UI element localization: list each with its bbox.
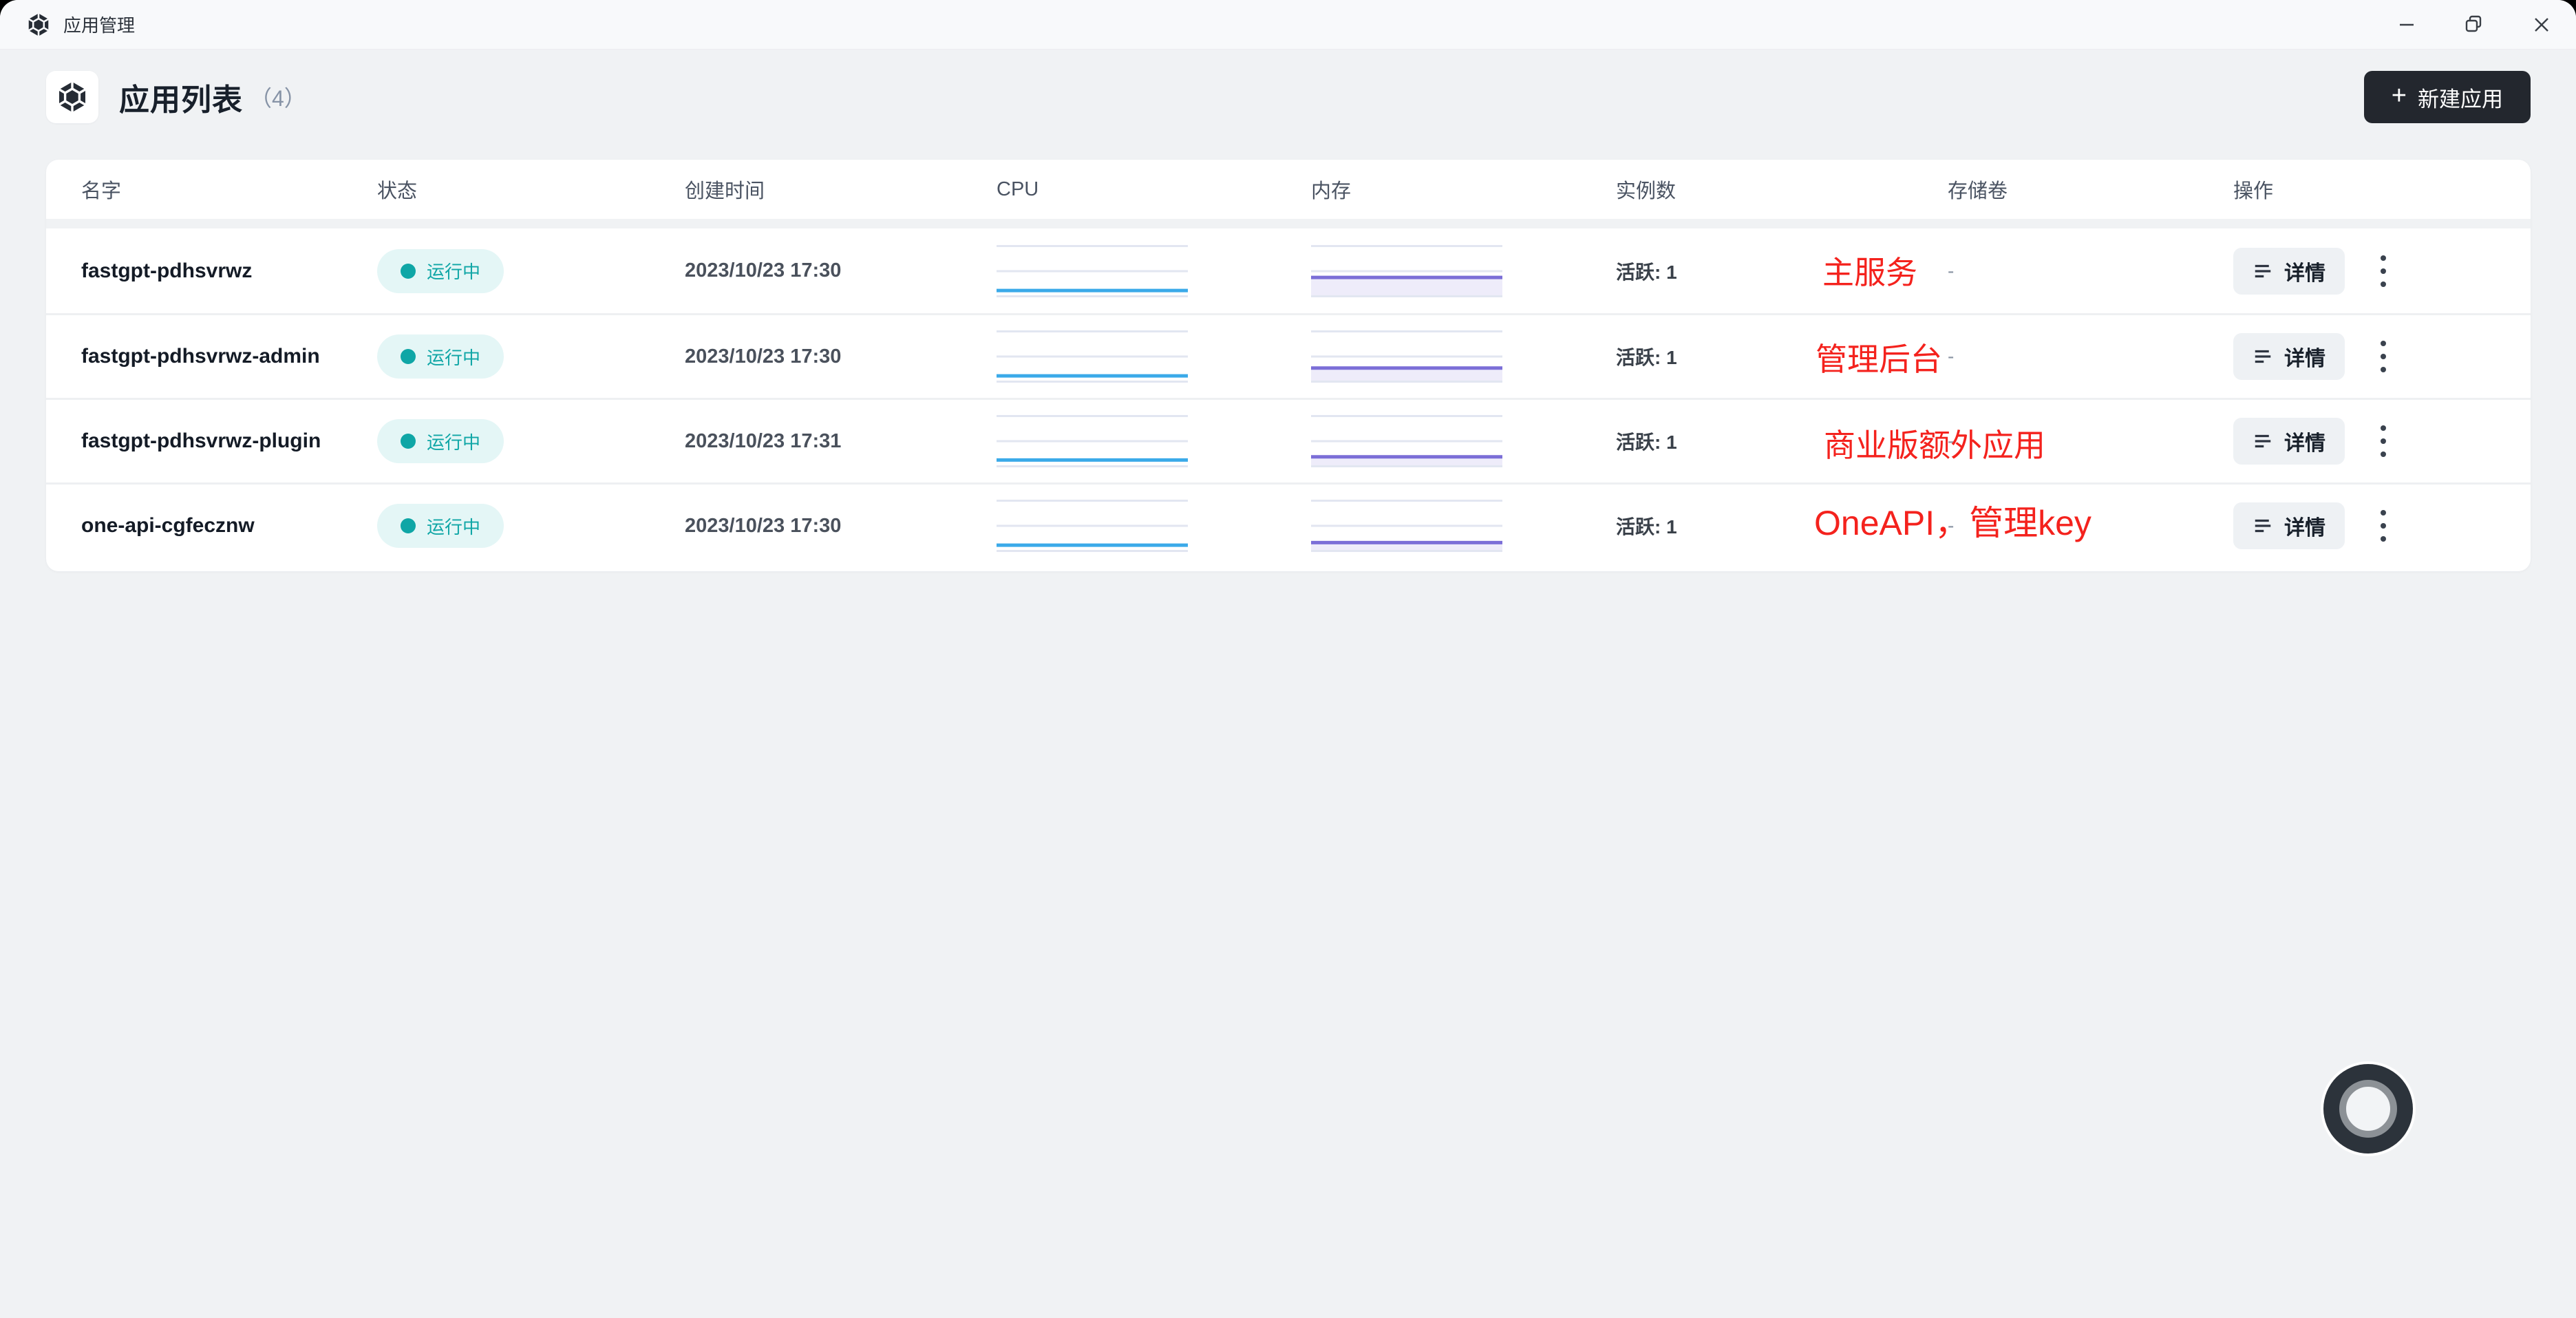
app-count: （4） <box>250 86 306 111</box>
table-row: fastgpt-pdhsvrwz 运行中 2023/10/23 17:30 活跃… <box>46 228 2531 313</box>
status-label: 运行中 <box>427 516 481 538</box>
table-row: one-api-cgfecznw 运行中 2023/10/23 17:30 活跃… <box>46 482 2531 567</box>
col-header-name: 名字 <box>81 180 122 202</box>
minimize-button[interactable] <box>2392 10 2422 40</box>
instances-count: 活跃: 1 <box>1616 261 1677 283</box>
storage-volume-value: - <box>1948 515 1955 536</box>
instances-count: 活跃: 1 <box>1616 432 1677 453</box>
col-header-storage: 存储卷 <box>1948 180 2008 202</box>
detail-button-label: 详情 <box>2284 517 2325 540</box>
window-title: 应用管理 <box>63 15 136 36</box>
page-title: 应用列表 <box>119 83 243 117</box>
status-label: 运行中 <box>427 432 481 453</box>
kebab-menu-button[interactable] <box>2374 503 2393 549</box>
status-dot-icon <box>401 263 416 279</box>
detail-button[interactable]: 详情 <box>2233 418 2345 465</box>
detail-lines-icon <box>2255 434 2271 448</box>
created-time: 2023/10/23 17:31 <box>685 429 842 452</box>
annotation-admin-backend: 管理后台 <box>1816 341 1942 377</box>
kebab-menu-button[interactable] <box>2374 418 2393 464</box>
col-header-actions: 操作 <box>2233 180 2274 202</box>
detail-button-label: 详情 <box>2284 262 2325 285</box>
app-list-gem-icon <box>46 71 98 123</box>
detail-button[interactable]: 详情 <box>2233 333 2345 380</box>
app-table: 名字 状态 创建时间 CPU 内存 实例数 存储卷 操作 fastgpt-pdh… <box>46 160 2531 571</box>
app-logo-gem-icon <box>26 12 51 37</box>
kebab-menu-button[interactable] <box>2374 248 2393 294</box>
page-header: 应用列表 （4） + 新建应用 <box>46 71 2531 123</box>
status-dot-icon <box>401 434 416 449</box>
app-name: fastgpt-pdhsvrwz-plugin <box>81 429 321 452</box>
window-controls <box>2392 10 2557 40</box>
cpu-sparkline-chart <box>997 244 1188 297</box>
memory-sparkline-chart <box>1311 500 1502 552</box>
col-header-created: 创建时间 <box>685 180 765 202</box>
close-button[interactable] <box>2526 10 2557 40</box>
annotation-business-extra: 商业版额外应用 <box>1824 427 2045 463</box>
col-header-cpu: CPU <box>997 178 1039 200</box>
app-name: fastgpt-pdhsvrwz <box>81 259 253 282</box>
created-time: 2023/10/23 17:30 <box>685 259 842 281</box>
recording-cursor-indicator <box>2323 1064 2413 1154</box>
instances-count: 活跃: 1 <box>1616 347 1677 368</box>
app-name: fastgpt-pdhsvrwz-admin <box>81 345 320 368</box>
instances-count: 活跃: 1 <box>1616 516 1677 538</box>
detail-lines-icon <box>2255 264 2271 277</box>
memory-sparkline-chart <box>1311 244 1502 297</box>
col-header-instances: 实例数 <box>1616 180 1676 202</box>
plus-icon: + <box>2391 81 2407 110</box>
annotation-oneapi-key: OneAPI，管理key <box>1814 504 2091 542</box>
cpu-sparkline-chart <box>997 500 1188 552</box>
memory-sparkline-chart <box>1311 415 1502 467</box>
titlebar: 应用管理 <box>0 0 2576 50</box>
restore-button[interactable] <box>2459 10 2489 40</box>
status-badge: 运行中 <box>377 248 504 293</box>
created-time: 2023/10/23 17:30 <box>685 514 842 537</box>
status-badge: 运行中 <box>377 504 504 548</box>
kebab-menu-button[interactable] <box>2374 334 2393 379</box>
detail-button[interactable]: 详情 <box>2233 502 2345 549</box>
new-app-button[interactable]: + 新建应用 <box>2363 71 2531 123</box>
col-header-memory: 内存 <box>1311 180 1352 202</box>
status-label: 运行中 <box>427 262 481 282</box>
storage-volume-value: - <box>1948 259 1955 281</box>
detail-button-label: 详情 <box>2284 348 2325 370</box>
status-badge: 运行中 <box>377 334 504 379</box>
recording-cursor-inner-ring <box>2339 1080 2397 1138</box>
created-time: 2023/10/23 17:30 <box>685 345 842 368</box>
detail-lines-icon <box>2255 350 2271 363</box>
cpu-sparkline-chart <box>997 415 1188 467</box>
col-header-status: 状态 <box>377 180 418 202</box>
status-label: 运行中 <box>427 347 481 368</box>
detail-button[interactable]: 详情 <box>2233 247 2345 295</box>
storage-volume-value: - <box>1948 346 1955 367</box>
status-dot-icon <box>401 518 416 533</box>
table-row: fastgpt-pdhsvrwz-plugin 运行中 2023/10/23 1… <box>46 398 2531 482</box>
storage-volume-value: - <box>1948 430 1955 451</box>
status-badge: 运行中 <box>377 419 504 463</box>
new-app-label: 新建应用 <box>2418 87 2503 111</box>
app-name: one-api-cgfecznw <box>81 514 255 537</box>
status-dot-icon <box>401 349 416 364</box>
detail-lines-icon <box>2255 519 2271 533</box>
annotation-main-service: 主服务 <box>1822 255 1917 290</box>
detail-button-label: 详情 <box>2284 432 2325 455</box>
table-row: fastgpt-pdhsvrwz-admin 运行中 2023/10/23 17… <box>46 313 2531 398</box>
header-divider <box>46 219 2531 228</box>
cpu-sparkline-chart <box>997 330 1188 383</box>
table-header-row: 名字 状态 创建时间 CPU 内存 实例数 存储卷 操作 <box>46 160 2531 219</box>
memory-sparkline-chart <box>1311 330 1502 383</box>
